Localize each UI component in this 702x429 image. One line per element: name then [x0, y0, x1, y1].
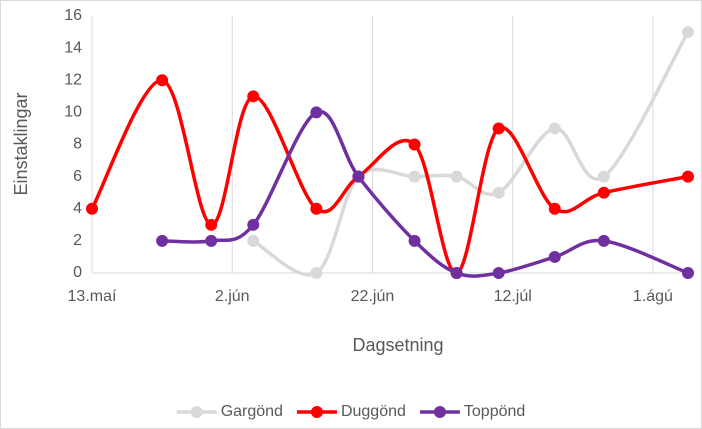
y-tick-label: 4	[73, 200, 82, 217]
legend-label: Gargönd	[221, 403, 283, 420]
y-tick-label: 8	[73, 136, 82, 153]
y-axis-label: Einstaklingar	[11, 92, 31, 195]
data-point	[310, 202, 323, 215]
data-point	[86, 202, 98, 215]
y-tick-label: 12	[64, 71, 82, 88]
data-point	[597, 234, 610, 247]
x-tick-label: 13.maí	[68, 288, 117, 305]
data-point	[548, 250, 561, 263]
legend-swatch-marker	[190, 406, 203, 418]
data-point	[205, 234, 218, 247]
data-point	[310, 106, 323, 119]
y-tick-label: 0	[73, 264, 82, 281]
y-tick-label: 6	[73, 168, 82, 185]
data-point	[597, 186, 610, 199]
series-line	[162, 109, 689, 278]
series-line	[90, 78, 689, 275]
x-tick-label: 1.ágú	[633, 288, 673, 305]
data-point	[408, 234, 421, 247]
x-tick-label: 2.jún	[215, 288, 250, 305]
data-point	[492, 186, 505, 199]
data-point	[597, 170, 610, 183]
legend-label: Duggönd	[341, 403, 406, 420]
data-point	[548, 122, 561, 135]
data-point	[408, 170, 421, 183]
legend-swatch-marker	[310, 406, 323, 418]
data-point	[492, 267, 505, 279]
data-point	[492, 122, 505, 135]
y-tick-label: 14	[64, 39, 82, 56]
data-point	[681, 26, 694, 39]
data-point	[681, 170, 694, 183]
data-point	[156, 234, 169, 247]
legend-label: Toppönd	[464, 403, 525, 420]
data-point	[450, 267, 463, 279]
data-point	[408, 138, 421, 151]
x-tick-label: 22.jún	[351, 288, 395, 305]
data-point	[681, 267, 694, 279]
x-tick-label: 12.júl	[494, 288, 532, 305]
data-point	[247, 234, 260, 247]
data-point	[450, 170, 463, 183]
data-point	[310, 267, 323, 279]
y-tick-label: 10	[64, 104, 82, 121]
y-tick-label: 2	[73, 232, 82, 249]
x-axis-label: Dagsetning	[352, 335, 443, 355]
y-tick-label: 16	[64, 7, 82, 24]
data-point	[247, 90, 260, 103]
data-point	[352, 170, 365, 183]
data-point	[205, 218, 218, 231]
data-point	[548, 202, 561, 215]
legend-swatch-marker	[433, 406, 446, 418]
data-point	[156, 74, 169, 87]
data-point	[247, 218, 260, 231]
